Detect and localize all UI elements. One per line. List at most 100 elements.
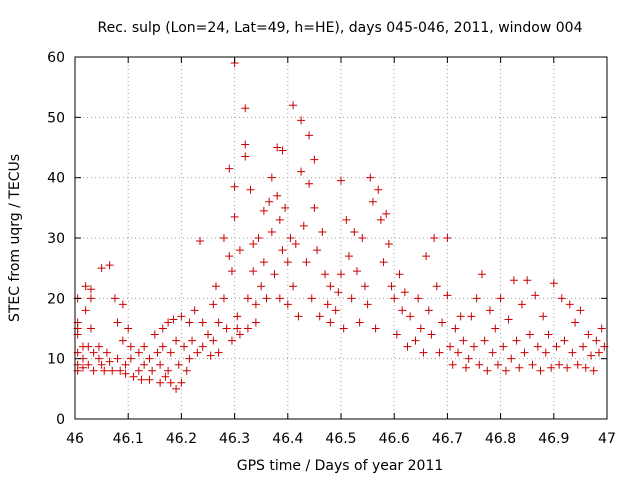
data-point: [196, 237, 205, 246]
data-point: [523, 276, 532, 285]
data-point: [225, 164, 234, 173]
data-point: [249, 240, 258, 249]
data-point: [126, 354, 135, 363]
data-point: [84, 342, 93, 351]
data-point: [267, 227, 276, 236]
data-point: [121, 369, 130, 378]
data-point: [313, 246, 322, 255]
axis-ticks: 46 46.1 46.2 46.3 46.4 46.5 46.6 46.7 46.8 46.9 47…: [47, 50, 616, 447]
x-tick-label: 46.1: [113, 431, 144, 447]
data-point: [504, 315, 513, 324]
data-point: [94, 354, 103, 363]
data-point: [352, 267, 361, 276]
y-tick-label: 50: [47, 110, 65, 126]
data-point: [464, 354, 473, 363]
data-point: [581, 363, 590, 372]
data-point: [302, 258, 311, 267]
x-tick-label: 46.9: [538, 431, 569, 447]
data-point: [209, 300, 218, 309]
data-point: [177, 312, 186, 321]
data-point: [488, 348, 497, 357]
data-point: [321, 270, 330, 279]
data-point: [81, 306, 90, 315]
data-point: [350, 227, 359, 236]
data-point: [597, 324, 606, 333]
data-point: [273, 191, 282, 200]
data-point: [533, 342, 542, 351]
data-point: [318, 227, 327, 236]
data-point: [118, 336, 127, 345]
data-point: [105, 357, 114, 366]
data-point: [193, 348, 202, 357]
data-point: [219, 234, 228, 242]
data-point: [140, 342, 149, 351]
data-point: [539, 312, 548, 321]
data-point: [214, 348, 223, 357]
data-point: [140, 360, 149, 369]
data-point: [592, 336, 601, 345]
data-point: [531, 291, 540, 300]
data-point: [334, 288, 343, 297]
data-point: [134, 366, 143, 375]
data-point: [454, 348, 463, 357]
data-point: [275, 215, 284, 224]
data-point: [374, 185, 383, 194]
data-point: [366, 173, 375, 182]
data-point: [259, 258, 268, 267]
data-point: [419, 348, 428, 357]
x-tick-label: 46: [66, 431, 84, 447]
data-point: [315, 312, 324, 321]
data-point: [150, 330, 159, 339]
data-point: [544, 330, 553, 339]
data-point: [323, 300, 332, 309]
data-point: [555, 360, 564, 369]
data-point: [116, 366, 125, 375]
data-point: [305, 179, 314, 188]
data-point: [198, 342, 207, 351]
data-point: [584, 330, 593, 339]
data-point: [326, 282, 335, 291]
data-point: [156, 360, 165, 369]
data-point: [291, 240, 300, 249]
data-point: [485, 306, 494, 315]
data-point: [310, 155, 319, 164]
y-tick-label: 20: [47, 291, 65, 307]
data-point: [480, 336, 489, 345]
y-tick-label: 40: [47, 171, 65, 187]
data-point: [227, 267, 236, 276]
data-point: [270, 270, 279, 279]
data-point: [392, 330, 401, 339]
data-point: [137, 375, 146, 384]
data-point: [81, 282, 90, 291]
data-point: [549, 279, 558, 288]
y-tick-label: 0: [56, 412, 65, 428]
data-point: [89, 348, 98, 357]
x-tick-label: 46.6: [379, 431, 410, 447]
data-point: [251, 318, 260, 327]
data-point: [289, 282, 298, 291]
data-point: [496, 294, 505, 303]
data-point: [214, 318, 223, 327]
data-point: [390, 294, 399, 303]
data-point: [477, 270, 486, 279]
data-point: [177, 378, 186, 387]
data-points: [73, 59, 609, 393]
data-point: [84, 360, 93, 369]
data-point: [467, 312, 476, 321]
data-point: [233, 324, 242, 333]
data-point: [560, 336, 569, 345]
data-point: [174, 360, 183, 369]
data-point: [243, 294, 252, 303]
data-point: [241, 140, 250, 149]
data-point: [571, 318, 580, 327]
data-point: [501, 366, 510, 375]
data-point: [310, 203, 319, 212]
data-point: [493, 360, 502, 369]
data-point: [233, 312, 242, 321]
data-point: [517, 300, 526, 309]
data-point: [225, 252, 234, 261]
data-point: [337, 176, 345, 185]
data-point: [438, 318, 447, 327]
data-point: [382, 209, 391, 218]
data-point: [241, 104, 250, 113]
